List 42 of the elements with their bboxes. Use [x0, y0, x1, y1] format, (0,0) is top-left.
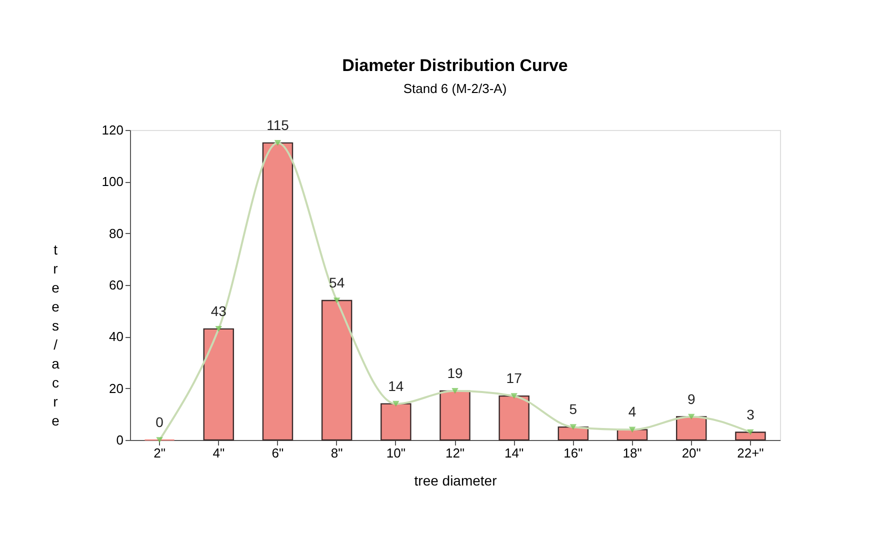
y-tick-label: 80 — [109, 226, 124, 241]
bar — [676, 416, 707, 441]
bar — [203, 328, 234, 441]
data-label: 4 — [628, 404, 636, 420]
data-label: 0 — [156, 414, 164, 430]
x-tick-label: 2" — [154, 446, 166, 460]
bar — [735, 432, 766, 441]
bar — [321, 300, 352, 441]
data-label: 115 — [266, 116, 290, 133]
chart-title: Diameter Distribution Curve — [342, 56, 568, 75]
x-tick-label: 20" — [682, 446, 702, 460]
y-tick-label: 60 — [109, 278, 124, 292]
x-tick-label: 18" — [622, 446, 642, 460]
x-tick-label: 4" — [212, 446, 225, 460]
bar — [380, 403, 412, 441]
data-label: 19 — [447, 364, 463, 381]
x-tick-label: 12" — [445, 446, 465, 460]
bar — [262, 142, 294, 441]
bar — [558, 426, 589, 441]
y-tick-label: 20 — [109, 380, 124, 396]
y-tick-label: 100 — [102, 174, 124, 190]
data-label: 14 — [388, 378, 404, 394]
data-label: 17 — [506, 370, 522, 386]
x-tick-label: 10" — [386, 446, 406, 460]
y-tick-label: 0 — [116, 432, 124, 448]
x-tick-label: 8" — [330, 446, 344, 460]
x-tick-label: 16" — [564, 446, 584, 460]
x-tick-label: 22+" — [737, 446, 764, 460]
data-label: 43 — [210, 302, 227, 319]
text: trees/acre — [52, 242, 60, 428]
bar — [498, 395, 530, 441]
y-tick-label: 120 — [102, 122, 124, 138]
data-label: 5 — [569, 401, 578, 418]
data-label: 54 — [329, 274, 345, 290]
x-tick-label: 6" — [272, 446, 284, 460]
y-tick-label: 40 — [109, 329, 124, 344]
data-label: 9 — [687, 390, 696, 407]
x-axis-title: tree diameter — [414, 472, 498, 488]
x-tick-label: 14" — [504, 446, 524, 460]
chart-subtitle: Stand 6 (M-2/3-A) — [403, 80, 507, 96]
bar — [440, 390, 470, 441]
data-label: 3 — [746, 406, 755, 422]
